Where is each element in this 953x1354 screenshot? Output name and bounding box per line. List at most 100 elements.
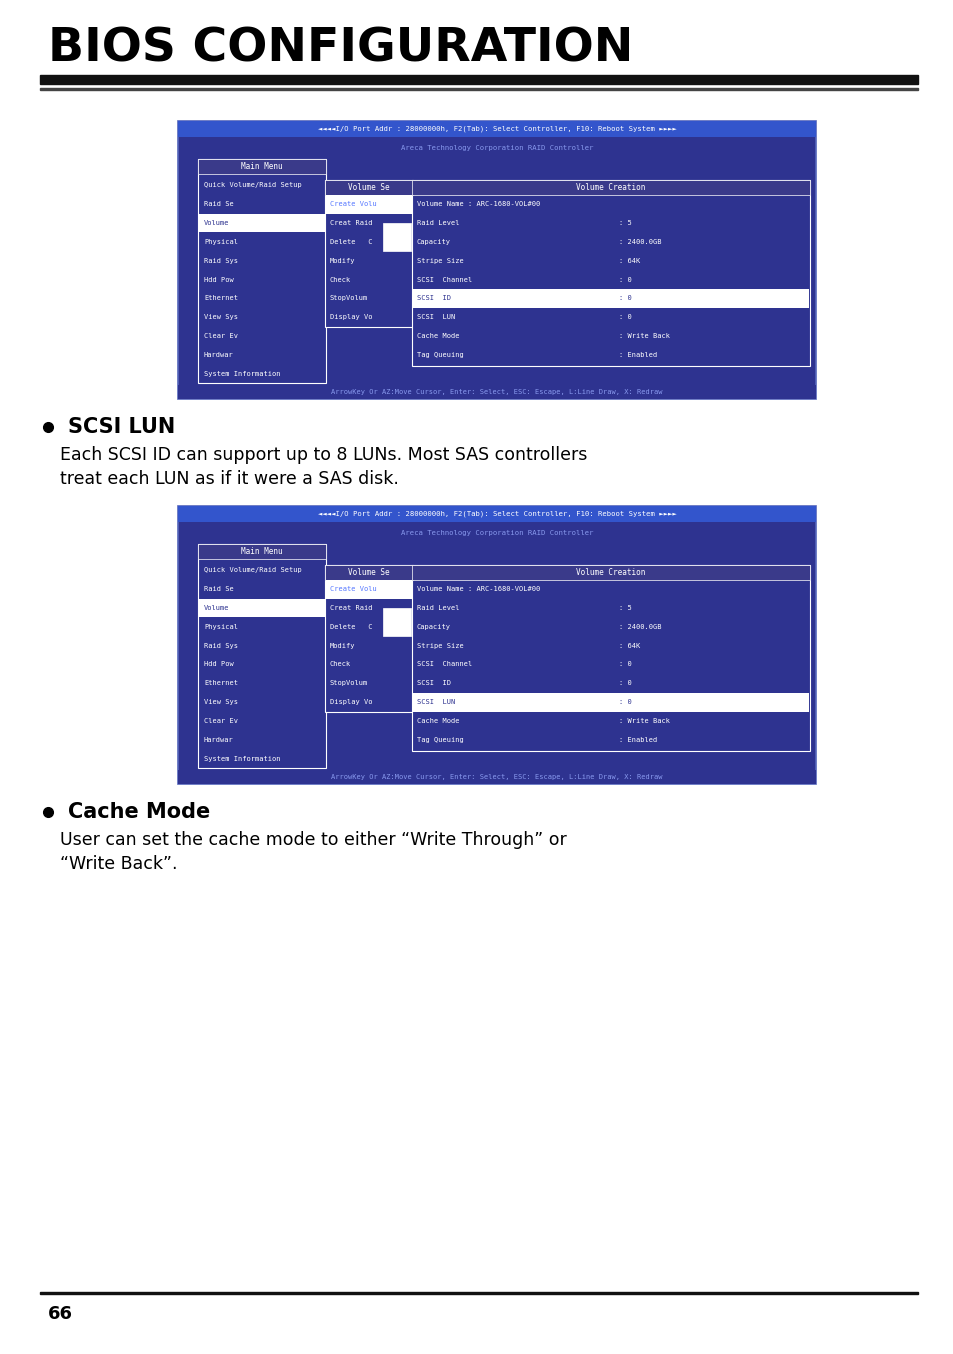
Bar — [40, 1292, 917, 1294]
Text: : 0: : 0 — [618, 276, 631, 283]
Text: Main Menu: Main Menu — [241, 162, 282, 171]
Text: SCSI  LUN: SCSI LUN — [416, 699, 455, 705]
Text: Cache Mode: Cache Mode — [68, 802, 210, 822]
Text: System Information: System Information — [204, 371, 280, 376]
Text: Raid Level: Raid Level — [416, 221, 459, 226]
Text: Display Vo: Display Vo — [330, 314, 372, 320]
Text: Physical: Physical — [204, 238, 237, 245]
Text: Raid Se: Raid Se — [204, 586, 233, 592]
Text: SCSI LUN: SCSI LUN — [68, 417, 175, 437]
Text: System Information: System Information — [204, 756, 280, 761]
Text: Volume Se: Volume Se — [348, 567, 390, 577]
Text: Modify: Modify — [330, 257, 355, 264]
Text: StopVolum: StopVolum — [330, 295, 368, 302]
Text: SCSI  ID: SCSI ID — [416, 295, 451, 302]
Bar — [198, 544, 326, 559]
Text: “Write Back”.: “Write Back”. — [60, 854, 177, 873]
Text: : 0: : 0 — [618, 699, 631, 705]
Text: : 0: : 0 — [618, 314, 631, 320]
Bar — [412, 565, 809, 751]
Text: : 0: : 0 — [618, 662, 631, 668]
Text: Tag Queuing: Tag Queuing — [416, 352, 463, 357]
Bar — [382, 223, 411, 252]
Bar — [178, 506, 815, 523]
Text: SCSI  LUN: SCSI LUN — [416, 314, 455, 320]
Text: : 64K: : 64K — [618, 257, 639, 264]
Bar — [198, 544, 326, 768]
Text: ArrowKey Or AZ:Move Cursor, Enter: Select, ESC: Escape, L:Line Draw, X: Redraw: ArrowKey Or AZ:Move Cursor, Enter: Selec… — [331, 389, 662, 395]
Bar — [178, 121, 815, 399]
Text: Areca Technology Corporation RAID Controller: Areca Technology Corporation RAID Contro… — [400, 145, 593, 152]
Bar — [325, 180, 413, 195]
Text: Clear Ev: Clear Ev — [204, 333, 237, 338]
Bar — [178, 770, 815, 784]
Text: Ethernet: Ethernet — [204, 295, 237, 302]
Text: Main Menu: Main Menu — [241, 547, 282, 556]
Text: View Sys: View Sys — [204, 314, 237, 320]
Bar — [325, 565, 413, 580]
Text: Volume Creation: Volume Creation — [576, 567, 645, 577]
Bar — [198, 158, 326, 175]
Text: Display Vo: Display Vo — [330, 699, 372, 705]
Text: Quick Volume/Raid Setup: Quick Volume/Raid Setup — [204, 567, 301, 573]
Text: : Write Back: : Write Back — [618, 333, 669, 338]
Text: Hdd Pow: Hdd Pow — [204, 662, 233, 668]
Bar — [382, 608, 411, 636]
Text: Quick Volume/Raid Setup: Quick Volume/Raid Setup — [204, 183, 301, 188]
Text: Tag Queuing: Tag Queuing — [416, 737, 463, 743]
Text: Check: Check — [330, 276, 351, 283]
Text: Delete   C: Delete C — [330, 238, 372, 245]
Text: Check: Check — [330, 662, 351, 668]
Text: Create Volu: Create Volu — [330, 586, 376, 592]
Text: : 5: : 5 — [618, 605, 631, 611]
Text: SCSI  Channel: SCSI Channel — [416, 276, 472, 283]
Text: Modify: Modify — [330, 643, 355, 649]
Text: Capacity: Capacity — [416, 624, 451, 630]
Bar — [325, 180, 413, 326]
Text: View Sys: View Sys — [204, 699, 237, 705]
Text: Areca Technology Corporation RAID Controller: Areca Technology Corporation RAID Contro… — [400, 529, 593, 536]
Text: SCSI  Channel: SCSI Channel — [416, 662, 472, 668]
Text: Raid Sys: Raid Sys — [204, 643, 237, 649]
Text: : 0: : 0 — [618, 680, 631, 686]
Text: Volume: Volume — [204, 221, 230, 226]
Bar — [325, 565, 413, 712]
Text: User can set the cache mode to either “Write Through” or: User can set the cache mode to either “W… — [60, 831, 566, 849]
Bar — [178, 121, 815, 137]
Text: Hardwar: Hardwar — [204, 737, 233, 743]
Text: Cache Mode: Cache Mode — [416, 718, 459, 724]
Text: SCSI  ID: SCSI ID — [416, 680, 451, 686]
Text: : Enabled: : Enabled — [618, 352, 657, 357]
Text: : 2400.0GB: : 2400.0GB — [618, 238, 660, 245]
Text: Delete   C: Delete C — [330, 624, 372, 630]
Bar — [178, 385, 815, 399]
Bar — [40, 74, 917, 84]
Text: ◄◄◄◄I/O Port Addr : 28000000h, F2(Tab): Select Controller, F10: Reboot System ►►: ◄◄◄◄I/O Port Addr : 28000000h, F2(Tab): … — [317, 510, 676, 517]
Text: StopVolum: StopVolum — [330, 680, 368, 686]
Text: Raid Sys: Raid Sys — [204, 257, 237, 264]
Text: Ethernet: Ethernet — [204, 680, 237, 686]
Text: Creat Raid: Creat Raid — [330, 221, 372, 226]
Text: Creat Raid: Creat Raid — [330, 605, 372, 611]
Text: ◄◄◄◄I/O Port Addr : 28000000h, F2(Tab): Select Controller, F10: Reboot System ►►: ◄◄◄◄I/O Port Addr : 28000000h, F2(Tab): … — [317, 126, 676, 133]
Text: Volume: Volume — [204, 605, 230, 611]
Text: : 64K: : 64K — [618, 643, 639, 649]
Text: Hardwar: Hardwar — [204, 352, 233, 357]
Text: 66: 66 — [48, 1305, 73, 1323]
Bar — [326, 195, 412, 214]
Text: Volume Name : ARC-1680-VOL#00: Volume Name : ARC-1680-VOL#00 — [416, 202, 539, 207]
Text: Volume Se: Volume Se — [348, 183, 390, 192]
Text: : 5: : 5 — [618, 221, 631, 226]
Text: Raid Se: Raid Se — [204, 202, 233, 207]
Text: Physical: Physical — [204, 624, 237, 630]
Text: : Enabled: : Enabled — [618, 737, 657, 743]
Text: BIOS CONFIGURATION: BIOS CONFIGURATION — [48, 27, 633, 72]
Bar — [413, 693, 808, 712]
Text: Stripe Size: Stripe Size — [416, 257, 463, 264]
Text: Volume Name : ARC-1680-VOL#00: Volume Name : ARC-1680-VOL#00 — [416, 586, 539, 592]
Text: Cache Mode: Cache Mode — [416, 333, 459, 338]
Text: Create Volu: Create Volu — [330, 202, 376, 207]
Text: Each SCSI ID can support up to 8 LUNs. Most SAS controllers: Each SCSI ID can support up to 8 LUNs. M… — [60, 445, 587, 464]
Bar — [412, 565, 809, 580]
Text: Raid Level: Raid Level — [416, 605, 459, 611]
